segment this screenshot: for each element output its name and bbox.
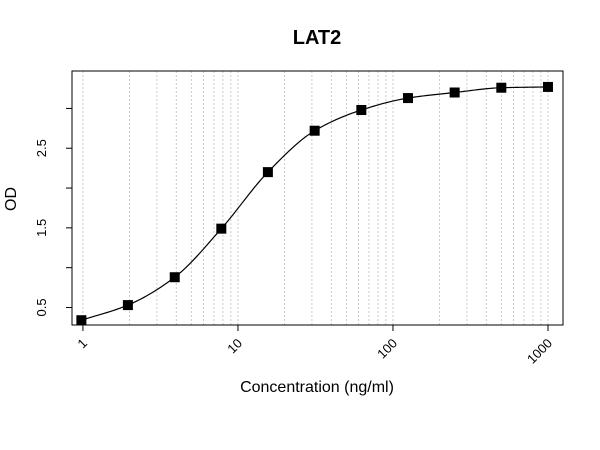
data-point (122, 300, 133, 311)
x-tick-label: 10 (224, 336, 245, 357)
data-point (262, 167, 273, 178)
y-axis-title: OD (3, 187, 20, 211)
plot-frame (71, 70, 564, 326)
y-tick-label: 1.5 (34, 219, 49, 237)
y-tick-label: 2.5 (34, 139, 49, 157)
data-point (542, 81, 553, 92)
y-tick-label: 0.5 (34, 298, 49, 316)
x-axis-title: Concentration (ng/ml) (240, 379, 394, 396)
chart-title: LAT2 (293, 27, 342, 49)
x-tick-label: 1000 (524, 336, 555, 367)
data-point (496, 82, 507, 93)
data-point (216, 223, 227, 234)
x-tick-label: 100 (374, 336, 400, 362)
x-tick-label: 1 (74, 336, 90, 352)
data-point (309, 125, 320, 136)
fit-curve (81, 86, 548, 321)
data-points (76, 81, 553, 326)
x-axis: 1 10 100 1000 (74, 325, 555, 367)
data-point (76, 315, 87, 326)
data-point (449, 87, 460, 98)
data-point (356, 105, 367, 116)
grid (82, 71, 549, 325)
y-axis: 0.5 1.5 2.5 (34, 107, 72, 317)
data-point (169, 272, 180, 283)
data-point (402, 93, 413, 104)
